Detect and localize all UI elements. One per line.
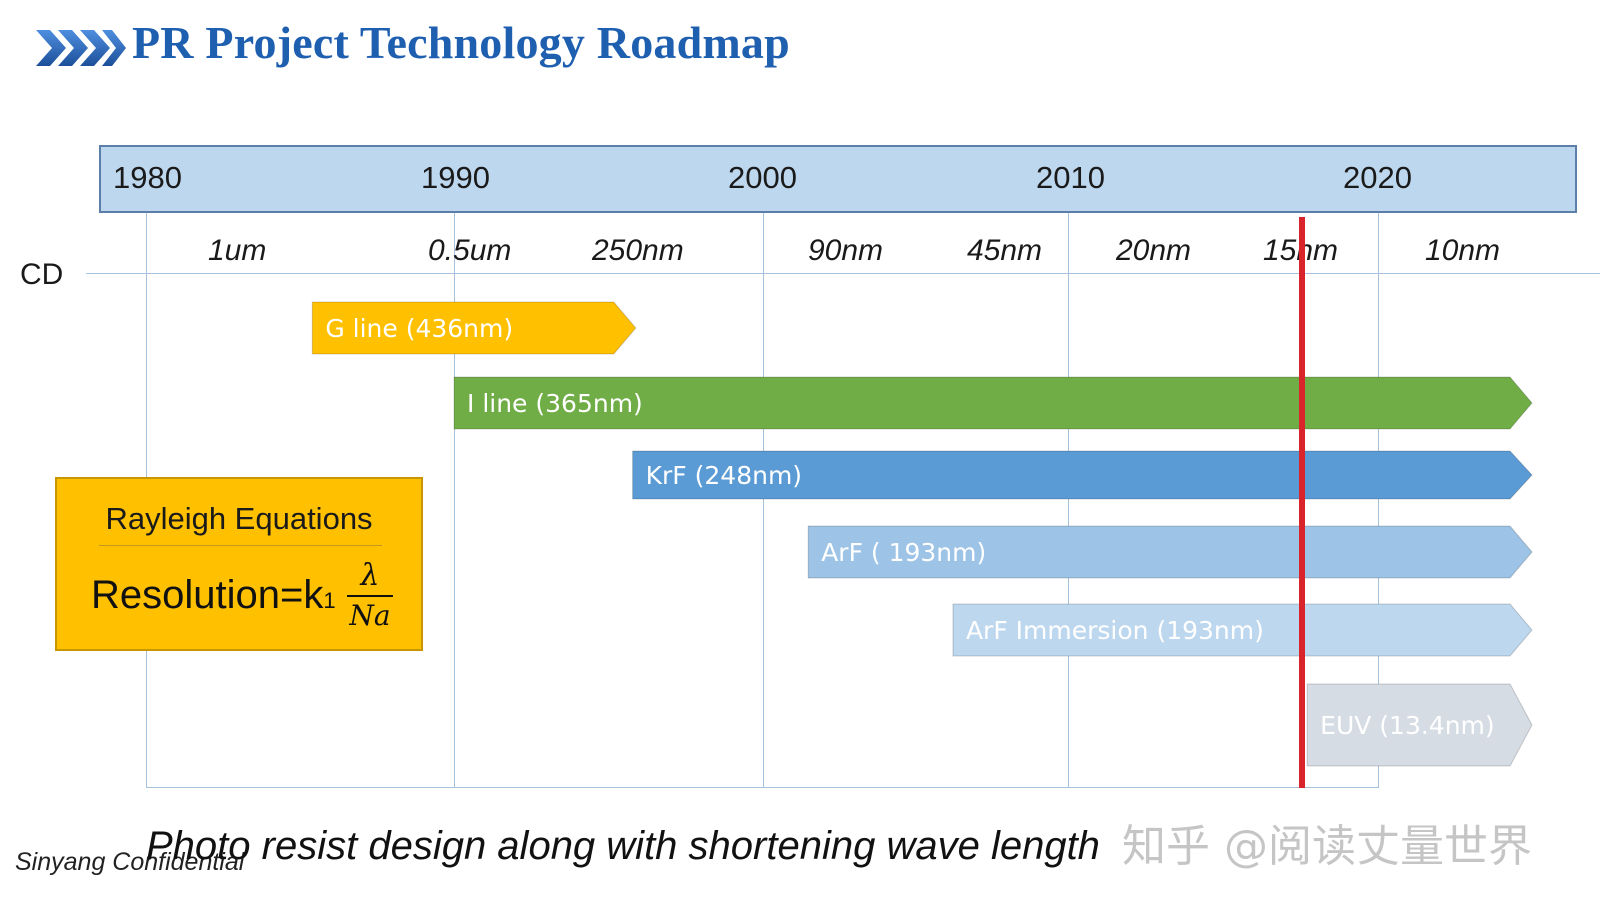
arrow-krf-248nm: KrF (248nm) <box>632 450 1533 500</box>
formula-prefix: Resolution=k <box>91 573 324 617</box>
rayleigh-formula: Resolution=k1 <box>91 573 336 618</box>
arrow-label: I line (365nm) <box>467 389 643 418</box>
arrow-label: EUV (13.4nm) <box>1320 711 1495 740</box>
arrow-euv-13-4nm: EUV (13.4nm) <box>1306 683 1533 767</box>
year-label-2010: 2010 <box>1036 160 1105 195</box>
rayleigh-equation-box: Rayleigh Equations Resolution=k1 λ Na <box>55 477 423 651</box>
arrow-arf-193nm: ArF ( 193nm) <box>807 525 1533 579</box>
page-title: PR Project Technology Roadmap <box>132 17 790 68</box>
year-label-2000: 2000 <box>728 160 797 195</box>
current-year-marker <box>1299 217 1305 788</box>
caption: Photo resist design along with shortenin… <box>146 824 1100 868</box>
arrow-shape <box>632 450 1533 500</box>
arrow-label: ArF Immersion (193nm) <box>966 616 1264 645</box>
grid-bottom-line <box>146 787 1379 788</box>
rayleigh-divider <box>99 545 382 546</box>
arrow-arf-immersion-193nm: ArF Immersion (193nm) <box>952 603 1533 657</box>
timeline-band <box>99 145 1577 213</box>
grid-line-1990 <box>454 213 455 788</box>
cd-value-1um: 1um <box>208 234 267 267</box>
watermark: 知乎 @阅读丈量世界 <box>1122 821 1532 872</box>
arrow-shape <box>1306 683 1533 767</box>
arrow-shape <box>311 301 637 355</box>
year-label-1980: 1980 <box>113 160 182 195</box>
arrow-shape <box>453 376 1533 430</box>
cd-value-45nm: 45nm <box>967 234 1043 267</box>
confidential-label: Sinyang Confidential <box>15 848 245 876</box>
formula-numerator: λ <box>360 558 380 593</box>
grid-line-2000 <box>763 213 764 788</box>
cd-value-20nm: 20nm <box>1116 234 1192 267</box>
cd-divider-line <box>86 273 1600 274</box>
title-chevron-icon <box>36 30 126 66</box>
arrow-g-line-436nm: G line (436nm) <box>311 301 637 355</box>
year-label-1990: 1990 <box>421 160 490 195</box>
formula-denominator: Na <box>349 599 391 632</box>
arrow-label: ArF ( 193nm) <box>821 538 986 567</box>
cd-label: CD <box>20 258 64 291</box>
arrow-shape <box>952 603 1533 657</box>
grid-line-2020 <box>1378 213 1379 788</box>
cd-value-250nm: 250nm <box>592 234 684 267</box>
rayleigh-title: Rayleigh Equations <box>105 501 373 536</box>
fraction-bar <box>347 595 393 597</box>
grid-line-2010 <box>1068 213 1069 788</box>
arrow-shape <box>807 525 1533 579</box>
formula-fraction: λ Na <box>347 559 393 632</box>
arrow-label: KrF (248nm) <box>646 461 802 490</box>
formula-subscript: 1 <box>323 588 336 613</box>
arrow-label: G line (436nm) <box>325 314 513 343</box>
cd-value-90nm: 90nm <box>808 234 884 267</box>
cd-value-0.5um: 0.5um <box>428 234 512 267</box>
arrow-i-line-365nm: I line (365nm) <box>453 376 1533 430</box>
cd-value-10nm: 10nm <box>1425 234 1501 267</box>
year-label-2020: 2020 <box>1343 160 1412 195</box>
